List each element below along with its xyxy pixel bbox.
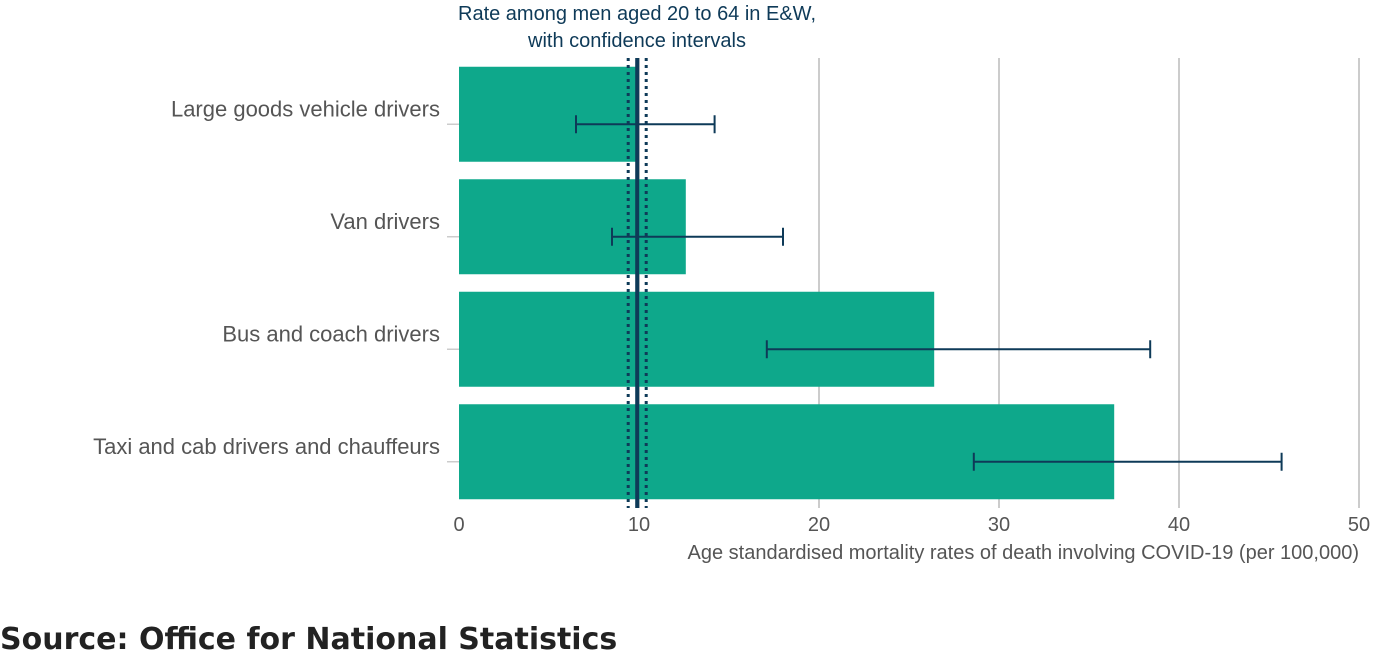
x-tick-label-50: 50 <box>1348 514 1370 536</box>
category-label-large-goods-vehicle-drivers: Large goods vehicle drivers <box>171 96 440 121</box>
bar-taxi-and-cab-drivers-and-chauffeurs <box>459 404 1115 500</box>
reference-line-label-2: with confidence intervals <box>527 30 746 52</box>
chart: 0 10 20 30 40 50 Large goods vehicle drivers Va… <box>93 3 1370 564</box>
x-tick-label-10: 10 <box>628 514 650 536</box>
x-axis-title: Age standardised mortality rates of deat… <box>688 542 1359 564</box>
bar-van-drivers <box>459 179 686 275</box>
x-tick-label-40: 40 <box>1168 514 1190 536</box>
category-label-van-drivers: Van drivers <box>330 209 440 234</box>
labels-layer: 0 10 20 30 40 50 Large goods vehicle drivers Va… <box>93 96 1370 536</box>
category-label-taxi-and-cab-drivers-and-chauffeurs: Taxi and cab drivers and chauffeurs <box>93 434 440 459</box>
x-tick-label-30: 30 <box>988 514 1010 536</box>
error-bars-layer <box>575 115 1283 471</box>
bar-large-goods-vehicle-drivers <box>459 66 638 162</box>
category-label-bus-and-coach-drivers: Bus and coach drivers <box>222 321 440 346</box>
source-note: Source: Office for National Statistics <box>0 622 618 657</box>
reference-layer <box>626 58 648 508</box>
x-tick-label-20: 20 <box>808 514 830 536</box>
bar-bus-and-coach-drivers <box>459 291 935 387</box>
reference-line-label-1: Rate among men aged 20 to 64 in E&W, <box>458 3 816 25</box>
x-tick-label-0: 0 <box>453 514 464 536</box>
bars-layer <box>459 66 1115 500</box>
